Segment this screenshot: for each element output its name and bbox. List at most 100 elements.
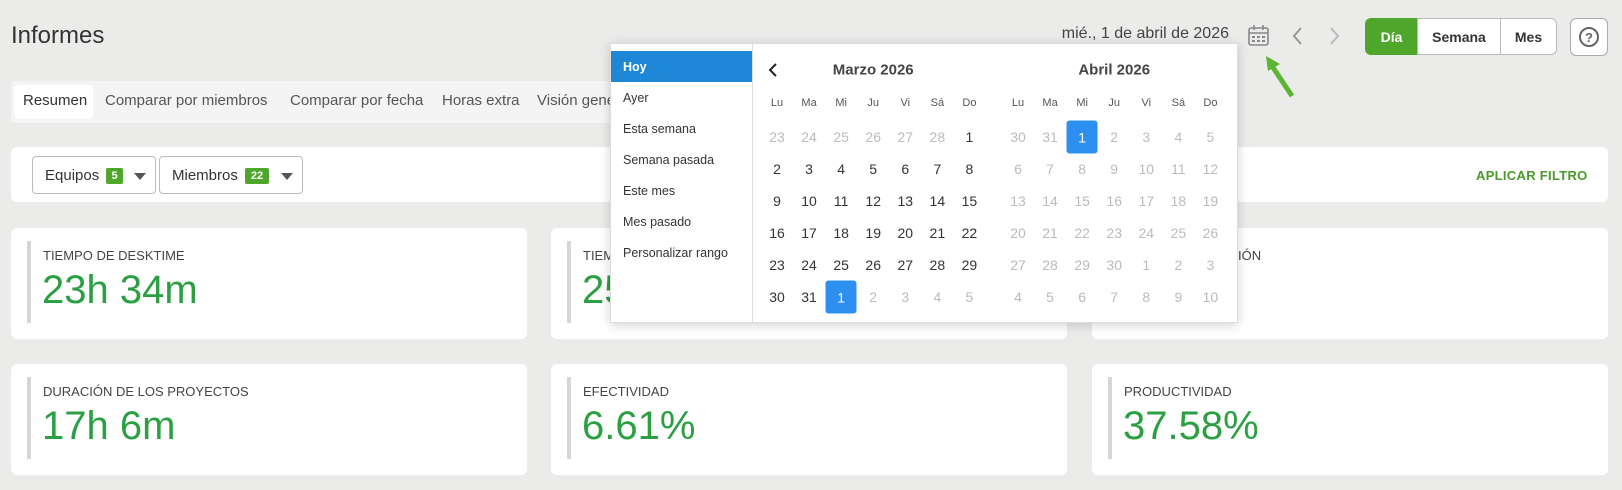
tab[interactable]: Visión general bbox=[537, 92, 632, 109]
day[interactable]: 5 bbox=[1206, 129, 1215, 145]
day[interactable]: 23 bbox=[769, 129, 785, 145]
day[interactable]: 14 bbox=[929, 193, 946, 209]
day[interactable]: 24 bbox=[801, 257, 817, 273]
day[interactable]: 7 bbox=[933, 161, 942, 177]
day[interactable]: 22 bbox=[1074, 225, 1090, 241]
day[interactable]: 28 bbox=[1042, 257, 1058, 273]
day[interactable]: 26 bbox=[1202, 225, 1219, 241]
day[interactable]: 28 bbox=[929, 129, 946, 145]
tab[interactable]: Resumen bbox=[23, 92, 88, 109]
view-day[interactable]: Día bbox=[1365, 18, 1418, 55]
day[interactable]: 2 bbox=[1174, 257, 1183, 273]
day[interactable]: 6 bbox=[1078, 289, 1087, 305]
day[interactable]: 3 bbox=[1142, 129, 1151, 145]
preset-option[interactable]: Este mes bbox=[623, 183, 676, 198]
day[interactable]: 9 bbox=[1174, 289, 1183, 305]
day[interactable]: 31 bbox=[1042, 129, 1058, 145]
day[interactable]: 25 bbox=[833, 129, 849, 145]
day[interactable]: 7 bbox=[1046, 161, 1054, 177]
preset-option[interactable]: Personalizar rango bbox=[623, 245, 728, 260]
day[interactable]: 13 bbox=[1010, 193, 1026, 209]
day[interactable]: 6 bbox=[1014, 161, 1022, 177]
day[interactable]: 30 bbox=[769, 289, 785, 305]
day[interactable]: 24 bbox=[801, 129, 817, 145]
day[interactable]: 28 bbox=[929, 257, 946, 273]
day[interactable]: 8 bbox=[1078, 161, 1087, 177]
day[interactable]: 10 bbox=[801, 193, 817, 209]
day[interactable]: 5 bbox=[869, 161, 878, 177]
current-date[interactable]: mié., 1 de abril de 2026 bbox=[1061, 25, 1229, 42]
tab[interactable]: Horas extra bbox=[442, 92, 520, 109]
help-button[interactable]: ? bbox=[1570, 18, 1608, 56]
day[interactable]: 30 bbox=[1010, 129, 1026, 145]
day[interactable]: 3 bbox=[901, 289, 910, 305]
day[interactable]: 18 bbox=[1170, 193, 1187, 209]
day[interactable]: 19 bbox=[1202, 193, 1219, 209]
day[interactable]: 9 bbox=[1110, 161, 1119, 177]
day[interactable]: 24 bbox=[1138, 225, 1155, 241]
day[interactable]: 29 bbox=[1074, 257, 1090, 273]
day[interactable]: 17 bbox=[801, 225, 817, 241]
day[interactable]: 27 bbox=[897, 257, 914, 273]
day[interactable]: 12 bbox=[1202, 161, 1219, 177]
day[interactable]: 6 bbox=[901, 161, 910, 177]
day[interactable]: 5 bbox=[1046, 289, 1054, 305]
teams-dropdown[interactable]: Equipos 5 bbox=[32, 156, 156, 194]
day[interactable]: 7 bbox=[1110, 289, 1119, 305]
apply-filter[interactable]: APLICAR FILTRO bbox=[1476, 168, 1588, 183]
preset-option[interactable]: Hoy bbox=[611, 51, 752, 82]
selected-day[interactable]: 1 bbox=[1066, 120, 1098, 154]
previous-day[interactable] bbox=[1292, 27, 1302, 45]
day[interactable]: 8 bbox=[1142, 289, 1151, 305]
day[interactable]: 2 bbox=[869, 289, 878, 305]
day[interactable]: 12 bbox=[865, 193, 881, 209]
day[interactable]: 2 bbox=[1110, 129, 1119, 145]
day[interactable]: 16 bbox=[769, 225, 785, 241]
day[interactable]: 29 bbox=[961, 257, 978, 273]
day[interactable]: 16 bbox=[1106, 193, 1122, 209]
day[interactable]: 4 bbox=[933, 289, 942, 305]
tab[interactable]: Comparar por miembros bbox=[105, 92, 268, 109]
day[interactable]: 18 bbox=[833, 225, 849, 241]
day[interactable]: 31 bbox=[801, 289, 817, 305]
day[interactable]: 1 bbox=[1142, 257, 1151, 273]
day[interactable]: 1 bbox=[965, 129, 974, 145]
day[interactable]: 17 bbox=[1138, 193, 1155, 209]
day[interactable]: 20 bbox=[1010, 225, 1026, 241]
preset-option[interactable]: Esta semana bbox=[623, 121, 696, 136]
view-month[interactable]: Mes bbox=[1500, 18, 1557, 55]
tab[interactable]: Comparar por fecha bbox=[290, 92, 424, 109]
day[interactable]: 23 bbox=[769, 257, 785, 273]
day[interactable]: 30 bbox=[1106, 257, 1122, 273]
day[interactable]: 23 bbox=[1106, 225, 1122, 241]
day[interactable]: 4 bbox=[1014, 289, 1022, 305]
day[interactable]: 13 bbox=[897, 193, 914, 209]
day[interactable]: 9 bbox=[773, 193, 781, 209]
day[interactable]: 10 bbox=[1202, 289, 1219, 305]
selected-day[interactable]: 1 bbox=[825, 280, 857, 314]
day[interactable]: 25 bbox=[1170, 225, 1187, 241]
day[interactable]: 25 bbox=[833, 257, 849, 273]
day[interactable]: 15 bbox=[961, 193, 978, 209]
day[interactable]: 11 bbox=[1171, 161, 1186, 177]
day[interactable]: 19 bbox=[865, 225, 881, 241]
day[interactable]: 3 bbox=[1206, 257, 1215, 273]
day[interactable]: 21 bbox=[1042, 225, 1058, 241]
day[interactable]: 26 bbox=[865, 257, 881, 273]
day[interactable]: 21 bbox=[929, 225, 946, 241]
day[interactable]: 15 bbox=[1074, 193, 1090, 209]
calendar-icon[interactable] bbox=[1248, 25, 1269, 46]
day[interactable]: 27 bbox=[897, 129, 914, 145]
day[interactable]: 20 bbox=[897, 225, 914, 241]
day[interactable]: 26 bbox=[865, 129, 881, 145]
day[interactable]: 8 bbox=[965, 161, 974, 177]
day[interactable]: 5 bbox=[965, 289, 974, 305]
day[interactable]: 2 bbox=[773, 161, 781, 177]
previous-month[interactable] bbox=[766, 62, 780, 78]
day[interactable]: 11 bbox=[833, 193, 849, 209]
day[interactable]: 10 bbox=[1138, 161, 1155, 177]
members-dropdown[interactable]: Miembros 22 bbox=[159, 156, 303, 194]
day[interactable]: 4 bbox=[1174, 129, 1183, 145]
day[interactable]: 22 bbox=[961, 225, 978, 241]
day[interactable]: 27 bbox=[1010, 257, 1026, 273]
